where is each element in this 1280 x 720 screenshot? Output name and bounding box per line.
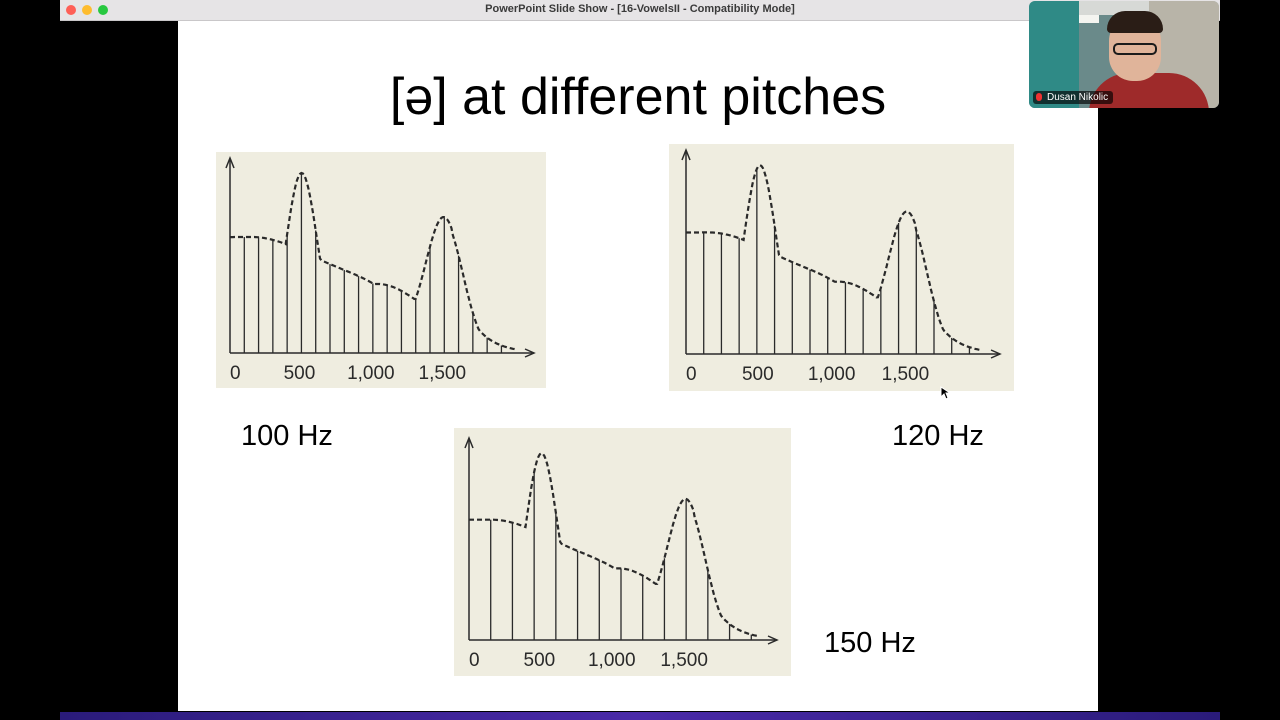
spectral-envelope <box>686 164 982 352</box>
slide-title: [ə] at different pitches <box>389 68 887 126</box>
participant-video-tile[interactable]: Dusan Nikolic <box>1029 1 1219 108</box>
y-axis-arrow <box>681 147 691 161</box>
muted-mic-icon <box>1036 93 1042 102</box>
pitch-label-100hz: 100 Hz <box>241 420 333 452</box>
spectrum-100hz: 0 500 1,000 1,500 <box>216 152 546 388</box>
x-tick-label: 0 <box>230 363 241 384</box>
x-tick-label: 1,000 <box>347 363 395 384</box>
x-axis-arrow <box>990 349 1002 359</box>
spectrum-150hz-plot: 0 500 1,000 1,500 <box>464 435 779 671</box>
x-axis-arrow <box>767 635 779 645</box>
slide[interactable]: [ə] at different pitches 0 500 1,000 1,500 … <box>178 21 1098 711</box>
x-tick-label: 500 <box>742 364 774 385</box>
window-title: PowerPoint Slide Show - [16-VowelsII - C… <box>485 3 795 15</box>
spectrum-100hz-plot: 0 500 1,000 1,500 <box>225 155 536 384</box>
x-tick-label: 1,500 <box>882 364 930 385</box>
minimize-window-button[interactable] <box>82 5 92 15</box>
x-tick-label: 0 <box>469 650 480 671</box>
spectrum-150hz: 0 500 1,000 1,500 <box>454 428 791 676</box>
spectral-envelope <box>469 451 759 638</box>
y-axis-arrow <box>225 155 235 169</box>
x-tick-label: 0 <box>686 364 697 385</box>
pitch-label-150hz: 150 Hz <box>824 627 916 659</box>
window-titlebar: PowerPoint Slide Show - [16-VowelsII - C… <box>60 0 1220 21</box>
x-tick-label: 500 <box>284 363 316 384</box>
x-tick-label: 500 <box>524 650 556 671</box>
y-axis-arrow <box>464 435 474 449</box>
x-tick-label: 1,000 <box>808 364 856 385</box>
close-window-button[interactable] <box>66 5 76 15</box>
pitch-label-120hz: 120 Hz <box>892 420 984 452</box>
participant-name-tag: Dusan Nikolic <box>1033 91 1114 104</box>
spectrum-120hz-plot: 0 500 1,000 1,500 <box>681 147 1002 385</box>
mouse-cursor-icon <box>940 386 950 400</box>
x-tick-label: 1,500 <box>419 363 467 384</box>
x-axis-arrow <box>524 348 536 358</box>
taskbar-strip <box>60 712 1220 720</box>
x-tick-label: 1,500 <box>660 650 708 671</box>
x-tick-label: 1,000 <box>588 650 636 671</box>
participant-name: Dusan Nikolic <box>1047 92 1109 103</box>
spectrum-120hz: 0 500 1,000 1,500 <box>669 144 1014 391</box>
zoom-window-button[interactable] <box>98 5 108 15</box>
spectral-envelope <box>230 171 516 351</box>
